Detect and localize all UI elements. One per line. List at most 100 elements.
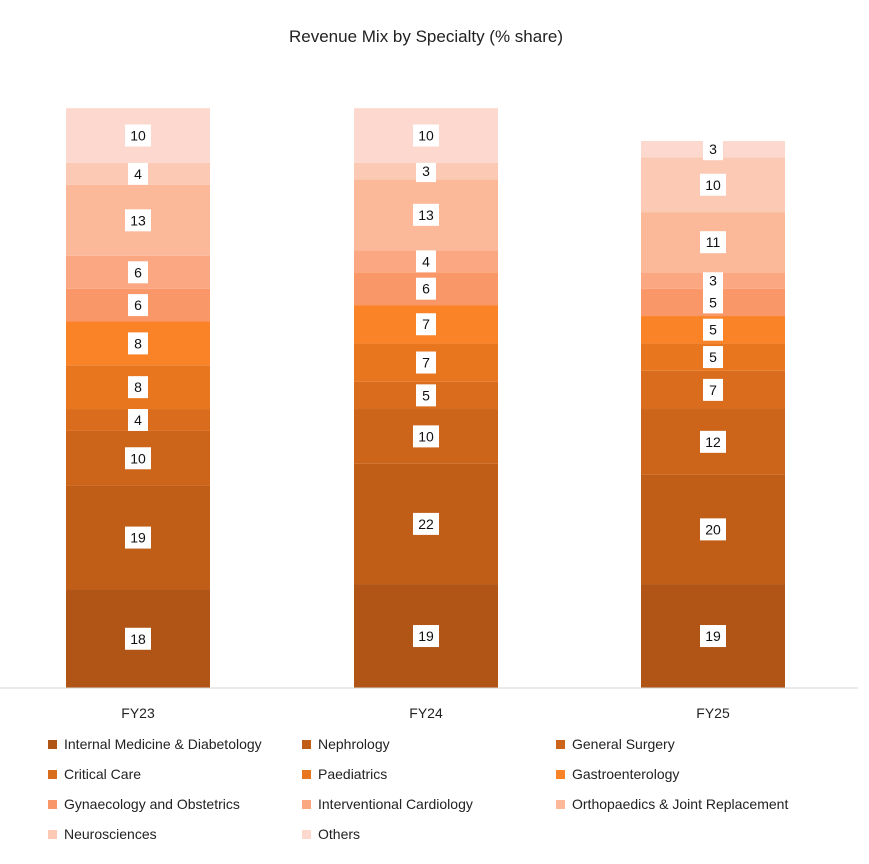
data-label-box: [125, 124, 151, 147]
legend-label: Gastroenterology: [572, 766, 680, 782]
data-label: 10: [418, 428, 434, 444]
data-label-box: [703, 318, 723, 341]
data-label-box: [416, 384, 436, 407]
legend-label: General Surgery: [572, 736, 675, 752]
data-label: 10: [418, 128, 434, 144]
data-label: 4: [134, 166, 142, 182]
data-label: 5: [709, 349, 717, 365]
legend-swatch: [48, 799, 57, 809]
data-label: 7: [422, 316, 430, 332]
legend-item: Internal Medicine & Diabetology: [48, 736, 262, 752]
data-label-box: [128, 332, 148, 355]
legend-item: Gastroenterology: [556, 766, 679, 782]
data-label-box: [700, 430, 726, 453]
legend-label: Neurosciences: [64, 826, 157, 842]
data-label-box: [703, 138, 723, 161]
legend-label: Nephrology: [318, 736, 390, 752]
data-label: 5: [709, 322, 717, 338]
legend-swatch: [302, 799, 311, 809]
data-label: 10: [130, 128, 146, 144]
legend-swatch: [556, 769, 565, 779]
legend-item: General Surgery: [556, 736, 675, 752]
data-label: 10: [130, 450, 146, 466]
data-label-box: [703, 291, 723, 314]
data-label: 6: [134, 297, 142, 313]
legend-label: Orthopaedics & Joint Replacement: [572, 796, 789, 812]
data-label: 6: [422, 281, 430, 297]
legend-item: Paediatrics: [302, 766, 387, 782]
legend-item: Gynaecology and Obstetrics: [48, 796, 240, 812]
data-label-box: [416, 160, 436, 183]
data-label-box: [125, 447, 151, 470]
legend-swatch: [302, 829, 311, 839]
legend-swatch: [48, 769, 57, 779]
data-label-box: [125, 627, 151, 650]
legend-swatch: [48, 829, 57, 839]
data-label-box: [128, 294, 148, 317]
legend-item: Critical Care: [48, 766, 141, 782]
data-label: 18: [130, 631, 146, 647]
data-label-box: [703, 269, 723, 292]
data-label: 13: [130, 212, 146, 228]
legend-label: Gynaecology and Obstetrics: [64, 796, 240, 812]
data-label-box: [700, 173, 726, 196]
legend-item: Others: [302, 826, 360, 842]
legend-swatch: [556, 739, 565, 749]
data-label-box: [700, 518, 726, 541]
data-label-box: [413, 124, 439, 147]
data-label-box: [125, 526, 151, 549]
x-tick-label: FY24: [409, 705, 443, 721]
legend-item: Orthopaedics & Joint Replacement: [556, 796, 788, 812]
data-label: 8: [134, 379, 142, 395]
x-tick-label: FY25: [696, 705, 730, 721]
data-label-box: [128, 261, 148, 284]
legend-label: Paediatrics: [318, 766, 388, 782]
legend-item: Interventional Cardiology: [302, 796, 473, 812]
data-label: 3: [709, 272, 717, 288]
data-label: 19: [130, 530, 146, 546]
data-label-box: [416, 250, 436, 273]
legend-item: Nephrology: [302, 736, 390, 752]
data-label-box: [128, 376, 148, 399]
data-label: 7: [709, 382, 717, 398]
data-label: 5: [709, 294, 717, 310]
data-label-box: [700, 231, 726, 254]
data-label: 19: [705, 628, 721, 644]
data-label: 4: [422, 253, 430, 269]
data-label-box: [413, 512, 439, 535]
x-tick-label: FY23: [121, 705, 155, 721]
data-label: 6: [134, 264, 142, 280]
legend-label: Critical Care: [64, 766, 142, 782]
data-label-box: [125, 209, 151, 232]
legend-label: Others: [318, 826, 361, 842]
legend-swatch: [556, 799, 565, 809]
data-label: 12: [705, 434, 721, 450]
data-label-box: [413, 203, 439, 226]
data-label: 19: [418, 628, 434, 644]
legend-item: Neurosciences: [48, 826, 157, 842]
legend-label: Interventional Cardiology: [318, 796, 473, 812]
data-label: 5: [422, 387, 430, 403]
data-label: 7: [422, 355, 430, 371]
legend-swatch: [48, 739, 57, 749]
data-label: 4: [134, 412, 142, 428]
data-label-box: [413, 625, 439, 648]
data-label: 3: [422, 163, 430, 179]
data-label-box: [128, 408, 148, 431]
data-label-box: [703, 346, 723, 369]
data-label-box: [416, 277, 436, 300]
data-label: 3: [709, 141, 717, 157]
data-label-box: [416, 313, 436, 336]
legend-swatch: [302, 769, 311, 779]
data-label: 8: [134, 335, 142, 351]
data-label: 22: [418, 516, 434, 532]
data-label: 20: [705, 521, 721, 537]
data-label-box: [413, 425, 439, 448]
chart-title: Revenue Mix by Specialty (% share): [289, 27, 563, 46]
data-label: 13: [418, 207, 434, 223]
data-label: 10: [705, 177, 721, 193]
legend-swatch: [302, 739, 311, 749]
data-label-box: [128, 162, 148, 185]
data-label: 11: [706, 234, 721, 250]
